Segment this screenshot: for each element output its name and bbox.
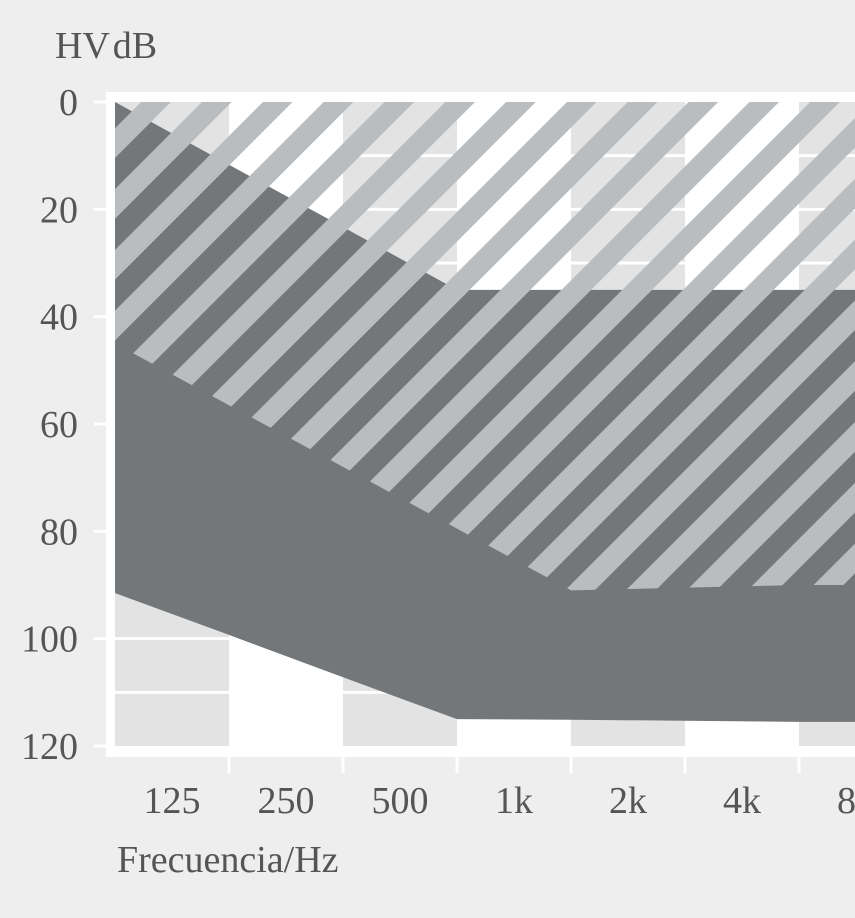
x-tick-label: 125 [144, 780, 201, 822]
x-axis-label: Frecuencia/Hz [117, 839, 339, 881]
x-tick-label: 8k [837, 780, 855, 822]
x-tick-label: 250 [258, 780, 315, 822]
y-tick-label: 0 [59, 82, 78, 124]
x-tick-label: 500 [372, 780, 429, 822]
y-tick-label: 40 [40, 297, 78, 339]
y-tick-label: 100 [21, 619, 78, 661]
hatched-area [115, 102, 855, 591]
x-tick-label: 1k [495, 780, 533, 822]
x-tick-label: 4k [723, 780, 761, 822]
y-tick-label: 120 [21, 726, 78, 768]
y-tick-label: 20 [40, 189, 78, 231]
x-tick-label: 2k [609, 780, 647, 822]
y-axis-label: HV dB [55, 25, 157, 67]
y-tick-label: 60 [40, 404, 78, 446]
y-tick-label: 80 [40, 511, 78, 553]
